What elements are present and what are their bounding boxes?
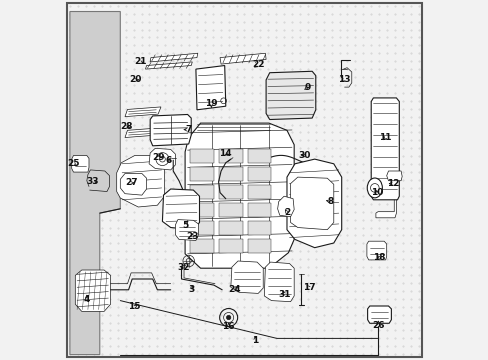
Text: 7: 7 [185,125,191,134]
Polygon shape [150,114,191,146]
Polygon shape [370,98,399,200]
Polygon shape [190,167,213,181]
Text: 27: 27 [124,179,137,188]
Polygon shape [219,221,242,235]
Text: 18: 18 [372,253,385,262]
Polygon shape [277,196,294,217]
Text: 29: 29 [152,153,165,162]
Polygon shape [219,239,242,253]
Polygon shape [265,71,315,120]
Polygon shape [70,12,120,355]
Text: 11: 11 [379,133,391,142]
Polygon shape [230,261,263,293]
Text: 23: 23 [185,233,198,242]
Text: 15: 15 [128,302,141,311]
Text: 14: 14 [219,149,232,158]
Polygon shape [190,149,213,163]
Polygon shape [219,203,242,217]
Text: 6: 6 [165,156,172,165]
Text: 12: 12 [386,179,398,188]
Text: 24: 24 [227,285,240,294]
Polygon shape [286,159,341,248]
Text: 22: 22 [251,60,264,69]
Polygon shape [149,148,175,170]
Polygon shape [386,171,401,181]
Text: 19: 19 [204,99,217,108]
Text: 25: 25 [67,159,80,168]
Polygon shape [247,203,271,217]
Text: 9: 9 [304,83,310,92]
Polygon shape [247,149,271,163]
Text: 8: 8 [327,197,333,206]
Circle shape [226,315,230,320]
Polygon shape [247,185,271,199]
Polygon shape [375,199,396,218]
Text: 1: 1 [252,336,258,345]
Polygon shape [367,306,390,323]
Polygon shape [219,167,242,181]
Polygon shape [117,156,164,207]
Polygon shape [366,241,386,260]
Ellipse shape [366,178,382,198]
Polygon shape [175,220,198,240]
Text: 20: 20 [129,76,142,85]
Text: 32: 32 [177,263,189,272]
Text: 33: 33 [86,177,99,186]
Polygon shape [162,189,199,230]
Text: 16: 16 [222,322,234,331]
Polygon shape [125,107,161,117]
Polygon shape [219,185,242,199]
Polygon shape [75,270,110,311]
Polygon shape [220,53,265,64]
Polygon shape [150,53,197,62]
Polygon shape [290,177,333,230]
Polygon shape [190,185,213,199]
Text: 31: 31 [278,290,290,299]
Polygon shape [264,262,294,302]
Text: 28: 28 [120,122,132,131]
Text: 13: 13 [338,75,350,84]
Polygon shape [145,62,192,69]
Polygon shape [196,66,225,110]
Text: 26: 26 [371,321,384,330]
Text: 30: 30 [298,151,310,160]
Text: 17: 17 [303,284,315,292]
Text: 10: 10 [370,189,383,197]
Polygon shape [72,156,89,172]
Polygon shape [219,149,242,163]
Polygon shape [247,221,271,235]
Text: 5: 5 [182,220,188,230]
Text: 3: 3 [188,285,194,294]
Polygon shape [190,203,213,217]
Polygon shape [125,128,161,138]
Polygon shape [190,221,213,235]
Polygon shape [120,174,146,195]
Polygon shape [185,123,294,268]
Polygon shape [247,167,271,181]
Text: 21: 21 [134,58,146,67]
Text: 4: 4 [83,295,90,304]
Polygon shape [190,239,213,253]
Polygon shape [247,239,271,253]
Text: 2: 2 [283,208,289,217]
